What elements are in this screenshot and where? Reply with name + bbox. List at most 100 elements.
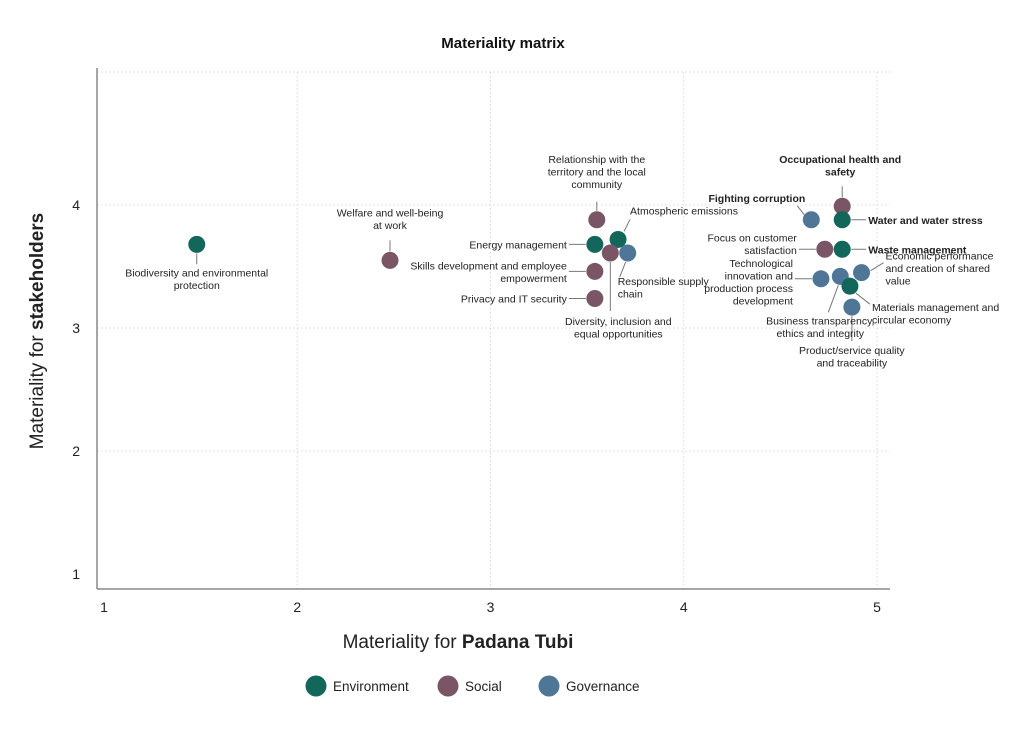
point-waste bbox=[833, 240, 851, 258]
legend-swatch-env bbox=[305, 675, 327, 697]
point-label-line: Welfare and well-being bbox=[337, 207, 444, 219]
point-privacy bbox=[586, 289, 604, 307]
y-tick-label: 3 bbox=[72, 320, 80, 336]
point-label-line: protection bbox=[174, 280, 220, 292]
point-energy bbox=[586, 235, 604, 253]
leader-line-atmospheric bbox=[623, 219, 631, 232]
legend-label-env: Environment bbox=[333, 679, 409, 694]
x-tick-label: 2 bbox=[293, 599, 301, 615]
legend-label-soc: Social bbox=[465, 679, 502, 694]
leader-line-corruption bbox=[796, 205, 805, 216]
point-product bbox=[843, 298, 861, 316]
point-label-economic: Economic performance and creation of shar… bbox=[886, 251, 994, 288]
x-axis-label-prefix: Materiality for bbox=[343, 632, 462, 653]
point-label-waste: Waste management bbox=[868, 244, 967, 256]
point-label-materials: Materials management and circular economy bbox=[872, 302, 999, 327]
point-label-atmospheric: Atmospheric emissions bbox=[630, 205, 738, 217]
point-label-line: production process bbox=[704, 283, 793, 295]
point-label-line: Responsible supply bbox=[618, 276, 710, 288]
legend-swatch-soc bbox=[437, 675, 459, 697]
point-label-energy: Energy management bbox=[469, 239, 567, 251]
point-label-line: at work bbox=[373, 220, 408, 232]
point-label-biodiversity: Biodiversity and environmental protection bbox=[125, 267, 268, 292]
point-label-line: Business transparency, bbox=[766, 315, 874, 327]
point-label-line: value bbox=[886, 276, 911, 288]
point-label-line: Product/service quality bbox=[799, 345, 905, 357]
y-tick-label: 1 bbox=[72, 566, 80, 582]
point-label-line: ethics and integrity bbox=[777, 328, 865, 340]
data-points bbox=[188, 197, 871, 316]
grid-lines bbox=[97, 71, 890, 589]
point-label-diversity: Diversity, inclusion and equal opportunit… bbox=[565, 316, 672, 341]
point-label-line: Occupational health and bbox=[779, 154, 901, 166]
point-label-line: Biodiversity and environmental bbox=[125, 267, 268, 279]
legend-label-gov: Governance bbox=[566, 679, 640, 694]
point-label-corruption: Fighting corruption bbox=[708, 193, 805, 205]
legend: Environment Social Governance bbox=[305, 675, 640, 697]
y-axis-label-emphasis: stakeholders bbox=[27, 213, 48, 330]
chart-title: Materiality matrix bbox=[441, 35, 565, 52]
x-axis-label: Materiality for Padana Tubi bbox=[343, 632, 574, 653]
y-tick-label: 4 bbox=[72, 197, 80, 213]
point-label-responsible-supply: Responsible supply chain bbox=[618, 276, 710, 301]
point-label-line: development bbox=[733, 295, 793, 307]
y-axis-label: Materiality for stakeholders bbox=[27, 213, 48, 450]
point-label-line: empowerment bbox=[500, 273, 567, 285]
x-axis-label-emphasis: Padana Tubi bbox=[462, 632, 574, 653]
y-tick-label: 2 bbox=[72, 443, 80, 459]
point-label-line: Atmospheric emissions bbox=[630, 205, 738, 217]
point-label-line: territory and the local bbox=[548, 166, 646, 178]
point-label-welfare: Welfare and well-being at work bbox=[337, 207, 444, 232]
point-label-line: Skills development and employee bbox=[410, 260, 567, 272]
point-label-line: equal opportunities bbox=[574, 328, 663, 340]
point-label-line: Technological bbox=[729, 258, 793, 270]
point-ohs bbox=[833, 197, 851, 215]
point-label-line: Energy management bbox=[469, 239, 567, 251]
point-label-product: Product/service quality and traceability bbox=[799, 345, 905, 370]
leader-line-economic bbox=[870, 262, 884, 272]
point-label-skills: Skills development and employee empowerme… bbox=[410, 260, 567, 285]
point-label-line: Water and water stress bbox=[868, 215, 983, 227]
point-label-line: Focus on customer bbox=[708, 232, 798, 244]
point-label-line: chain bbox=[618, 288, 643, 300]
x-tick-label: 3 bbox=[487, 599, 495, 615]
x-tick-label: 5 bbox=[873, 599, 881, 615]
point-label-line: innovation and bbox=[725, 270, 793, 282]
point-label-line: Waste management bbox=[868, 244, 967, 256]
point-label-water: Water and water stress bbox=[868, 215, 983, 227]
point-label-line: Fighting corruption bbox=[708, 193, 805, 205]
point-label-privacy: Privacy and IT security bbox=[461, 293, 568, 305]
legend-swatch-gov bbox=[538, 675, 560, 697]
x-tick-label: 1 bbox=[100, 599, 108, 615]
leader-line-materials bbox=[855, 292, 871, 305]
point-diversity bbox=[601, 244, 619, 262]
tick-labels: 1 2 3 4 5 1 2 3 4 bbox=[72, 197, 881, 615]
point-label-line: community bbox=[571, 179, 623, 191]
x-tick-label: 4 bbox=[680, 599, 688, 615]
point-label-line: Diversity, inclusion and bbox=[565, 316, 672, 328]
axes bbox=[96, 68, 890, 590]
point-customer bbox=[816, 240, 834, 258]
point-responsible-supply bbox=[619, 244, 637, 262]
point-label-customer: Focus on customer satisfaction bbox=[708, 232, 798, 257]
point-label-line: circular economy bbox=[872, 315, 952, 327]
point-label-techinno: Technological innovation and production pr… bbox=[704, 258, 793, 308]
point-label-transparency: Business transparency, ethics and integri… bbox=[766, 315, 874, 340]
point-techinno bbox=[812, 270, 830, 288]
point-label-line: Relationship with the bbox=[548, 154, 645, 166]
point-economic bbox=[853, 264, 871, 282]
leader-line-responsible-supply bbox=[619, 261, 627, 278]
point-atmospheric bbox=[609, 230, 627, 248]
point-biodiversity bbox=[188, 235, 206, 253]
point-label-ohs: Occupational health and safety bbox=[779, 154, 901, 179]
leader-line-transparency bbox=[827, 285, 839, 313]
point-label-line: Privacy and IT security bbox=[461, 293, 568, 305]
point-skills bbox=[586, 262, 604, 280]
point-label-line: safety bbox=[825, 167, 856, 179]
point-water bbox=[833, 211, 851, 229]
y-axis-label-prefix: Materiality for bbox=[27, 330, 48, 449]
point-welfare bbox=[381, 251, 399, 269]
point-label-line: satisfaction bbox=[744, 245, 797, 257]
point-corruption bbox=[802, 211, 820, 229]
